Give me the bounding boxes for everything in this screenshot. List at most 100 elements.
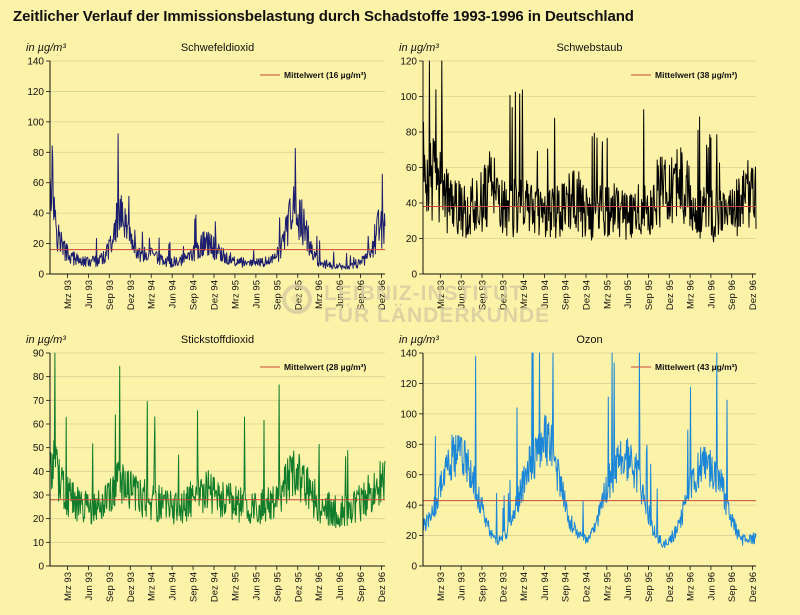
chart-panel-o3: Ozon in µg/m³ 0 20 40 60 80 100 120 140 Mrz 93 Jun … [399,334,759,602]
x-tick-label: Mrz 96 [314,572,325,601]
y-tick-label: 120 [27,87,44,98]
y-tick-label: 140 [27,57,44,68]
y-axis-label: in µg/m³ [399,334,439,346]
x-tick-label: Sep 93 [105,572,116,602]
x-tick-label: Mrz 94 [147,572,158,601]
x-tick-label: Mrz 94 [147,280,158,309]
x-tick-label: Jun 94 [168,572,179,601]
x-tick-label: Sep 94 [561,280,572,310]
x-tick-label: Jun 93 [457,280,468,309]
x-tick-label: Jun 94 [540,572,551,601]
x-tick-label: Jun 95 [251,280,262,309]
series-line-o3 [422,352,757,549]
legend-label: Mittelwert (38 µg/m³) [655,70,738,80]
x-tick-label: Sep 95 [272,280,283,310]
x-tick-label: Dez 95 [293,280,304,310]
x-tick-label: Dez 94 [210,572,221,602]
x-tick-label: Jun 96 [706,280,717,309]
y-tick-label: 20 [406,531,418,542]
y-tick-label: 50 [33,443,45,454]
legend-label: Mittelwert (43 µg/m³) [655,362,738,372]
x-tick-label: Dez 94 [582,280,593,310]
y-axis-label: in µg/m³ [399,42,439,54]
x-tick-label: Jun 93 [84,572,95,601]
x-tick-label: Mrz 95 [602,572,613,601]
y-tick-label: 40 [406,199,418,210]
x-tick-label: Mrz 96 [314,280,325,309]
y-tick-label: 70 [33,396,45,407]
y-axis-label: in µg/m³ [26,42,66,54]
chart-title: Schwefeldioxid [181,42,254,54]
y-tick-label: 20 [33,239,45,250]
chart-panel-no2: Stickstoffdioxid in µg/m³ 0 10 20 30 40 50 60 70 8… [26,334,388,602]
x-tick-label: Dez 96 [377,280,388,310]
y-tick-label: 80 [33,372,45,383]
y-tick-label: 20 [33,514,45,525]
x-tick-label: Sep 95 [644,572,655,602]
x-tick-label: Mrz 93 [63,280,74,309]
x-tick-label: Dez 93 [126,280,137,310]
x-tick-label: Jun 96 [335,572,346,601]
x-tick-label: Dez 95 [665,572,676,602]
x-tick-label: Mrz 93 [63,572,74,601]
x-tick-label: Jun 94 [168,280,179,309]
x-tick-label: Mrz 95 [230,280,241,309]
y-tick-label: 0 [411,270,417,281]
y-tick-label: 120 [400,379,417,390]
x-tick-label: Sep 93 [477,572,488,602]
y-tick-label: 0 [38,562,44,573]
chart-title: Schwebstaub [556,42,622,54]
x-tick-label: Mrz 95 [602,280,613,309]
y-tick-label: 100 [400,92,417,103]
x-tick-label: Jun 93 [84,280,95,309]
x-tick-label: Dez 95 [293,572,304,602]
legend-label: Mittelwert (16 µg/m³) [284,70,367,80]
x-tick-label: Jun 94 [540,280,551,309]
x-tick-label: Jun 93 [457,572,468,601]
x-tick-label: Mrz 93 [436,280,447,309]
x-tick-label: Dez 93 [498,572,509,602]
x-tick-label: Dez 96 [748,572,759,602]
y-tick-label: 40 [33,467,45,478]
y-tick-label: 80 [33,148,45,159]
series-line-so2 [49,133,386,270]
x-tick-label: Mrz 96 [686,280,697,309]
y-tick-label: 120 [400,57,417,68]
x-tick-label: Sep 94 [189,280,200,310]
y-tick-label: 100 [400,409,417,420]
legend-label: Mittelwert (28 µg/m³) [284,362,367,372]
x-tick-label: Mrz 93 [436,572,447,601]
x-tick-label: Sep 96 [727,572,738,602]
y-tick-label: 40 [33,209,45,220]
y-tick-label: 10 [33,538,45,549]
x-tick-label: Sep 96 [356,572,367,602]
series-line-tsp [422,60,757,243]
x-tick-label: Jun 95 [251,572,262,601]
y-tick-label: 60 [406,470,418,481]
x-tick-label: Sep 93 [105,280,116,310]
chart-title: Ozon [576,334,602,346]
x-tick-label: Sep 96 [356,280,367,310]
y-tick-label: 60 [33,178,45,189]
x-tick-label: Sep 94 [189,572,200,602]
page-title: Zeitlicher Verlauf der Immissionsbelastu… [13,8,634,25]
x-tick-label: Sep 95 [272,572,283,602]
x-tick-label: Jun 96 [335,280,346,309]
x-tick-label: Dez 96 [748,280,759,310]
y-tick-label: 40 [406,501,418,512]
y-tick-label: 30 [33,491,45,502]
y-axis-label: in µg/m³ [26,334,66,346]
x-tick-label: Mrz 96 [686,572,697,601]
chart-panel-so2: Schwefeldioxid in µg/m³ 0 20 40 60 80 100 120 140… [26,42,388,310]
x-tick-label: Sep 94 [561,572,572,602]
y-tick-label: 0 [38,270,44,281]
chart-panel-tsp: Schwebstaub in µg/m³ 0 20 40 60 80 100 120 Mrz 93… [399,42,759,310]
y-tick-label: 140 [400,349,417,360]
x-tick-label: Jun 95 [623,572,634,601]
x-tick-label: Dez 96 [377,572,388,602]
x-tick-label: Dez 93 [126,572,137,602]
x-tick-label: Dez 94 [210,280,221,310]
x-tick-label: Mrz 95 [230,572,241,601]
y-tick-label: 100 [27,117,44,128]
